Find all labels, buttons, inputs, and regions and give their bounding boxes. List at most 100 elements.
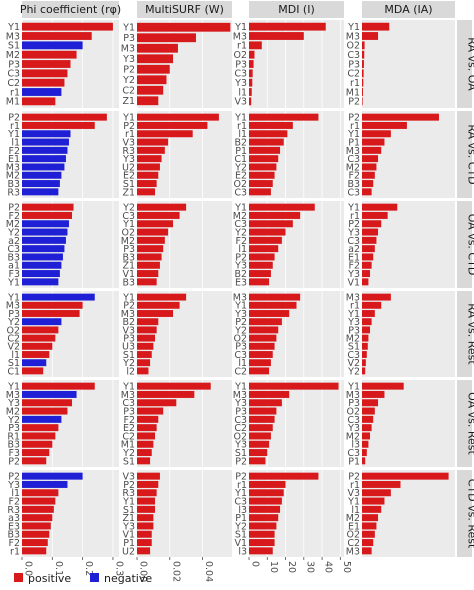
category-label: M2 <box>6 406 20 417</box>
bar-M2 <box>249 211 301 219</box>
bar-r1 <box>249 121 293 129</box>
category-label: r1 <box>10 87 20 98</box>
category-label: F2 <box>8 538 20 549</box>
bar-M3 <box>362 32 379 40</box>
bar-Y3 <box>249 399 282 407</box>
category-label: S1 <box>8 358 20 369</box>
category-label: E2 <box>123 423 135 434</box>
category-label: P1 <box>348 137 360 148</box>
category-label: Y3 <box>234 398 247 409</box>
category-label: Y1 <box>347 22 360 33</box>
category-label: U2 <box>122 546 135 557</box>
category-label: Y1 <box>234 22 247 33</box>
bar-P3 <box>137 245 164 253</box>
category-label: Y1 <box>122 496 135 507</box>
x-tick-label: 30 <box>304 561 315 573</box>
category-label: r1 <box>237 480 247 491</box>
category-label: R1 <box>7 431 20 442</box>
bar-Y1 <box>362 310 375 317</box>
category-label: P3 <box>8 423 20 434</box>
category-label: E2 <box>123 171 135 182</box>
category-label: Y3 <box>347 269 360 280</box>
bar-P3 <box>362 60 364 68</box>
category-label: l3 <box>238 505 247 516</box>
bar-Y1 <box>249 203 315 211</box>
category-label: E1 <box>348 521 360 532</box>
bar-F2 <box>137 415 159 423</box>
bar-B3 <box>22 530 50 538</box>
category-label: l1 <box>238 129 247 140</box>
category-label: C2 <box>7 78 20 89</box>
category-label: l3 <box>238 546 247 557</box>
bar-r1 <box>249 41 262 50</box>
category-label: E3 <box>235 277 247 288</box>
bar-M2 <box>22 407 68 415</box>
category-label: P2 <box>123 121 135 132</box>
bar-C2 <box>249 367 270 375</box>
category-label: M3 <box>121 44 135 55</box>
bar-F2 <box>362 171 375 179</box>
category-label: Y1 <box>234 301 247 312</box>
category-label: l1 <box>11 488 20 499</box>
bar-O2 <box>249 432 271 440</box>
category-label: P1 <box>235 513 247 524</box>
x-tick-label: 0 <box>250 561 261 567</box>
bar-Y3 <box>249 261 273 269</box>
category-label: Y3 <box>122 54 135 65</box>
category-label: C3 <box>347 154 360 165</box>
category-label: U3 <box>122 342 135 353</box>
column-strip-2 <box>249 1 344 18</box>
category-label: O2 <box>233 179 247 190</box>
bar-Y2 <box>137 203 187 211</box>
bar-Y3 <box>137 522 154 530</box>
category-label: Y1 <box>122 113 135 124</box>
bar-Y3 <box>362 424 372 432</box>
category-label: V3 <box>122 137 135 148</box>
bar-P3 <box>137 407 164 415</box>
bar-C2 <box>362 69 364 78</box>
category-label: B2 <box>234 269 247 280</box>
bar-C2 <box>137 432 156 440</box>
category-label: B3 <box>122 252 135 263</box>
category-label: M3 <box>121 390 135 401</box>
category-label: V3 <box>122 325 135 336</box>
bar-l3 <box>362 440 369 448</box>
category-label: M3 <box>233 293 247 304</box>
category-label: F3 <box>8 269 20 280</box>
category-label: Y2 <box>122 75 135 86</box>
category-label: U2 <box>122 162 135 173</box>
category-label: S1 <box>235 530 247 541</box>
category-label: B2 <box>122 317 135 328</box>
bar-V2 <box>362 359 366 367</box>
category-label: M2 <box>346 334 360 345</box>
category-label: Y2 <box>122 203 135 214</box>
category-label: M3 <box>6 390 20 401</box>
row-strip-3 <box>457 291 472 377</box>
bar-r1 <box>362 121 407 129</box>
category-label: P3 <box>235 59 247 70</box>
bar-Y1 <box>362 130 391 138</box>
bar-Y3 <box>249 78 253 87</box>
bar-r1 <box>22 88 62 96</box>
category-label: Y1 <box>7 129 20 140</box>
category-label: M3 <box>346 146 360 157</box>
bar-M3 <box>22 301 83 309</box>
bar-Y2 <box>137 449 152 457</box>
category-label: a2 <box>8 236 20 247</box>
category-label: l1 <box>351 505 360 516</box>
bar-l1 <box>22 489 59 497</box>
bar-P2 <box>137 121 208 129</box>
row-strip-label-1: RA vs. CTD <box>466 124 474 184</box>
bar-r1 <box>137 130 193 138</box>
category-label: C3 <box>234 415 247 426</box>
category-label: P2 <box>235 472 247 483</box>
bar-P3 <box>137 33 196 43</box>
category-label: P2 <box>348 113 360 124</box>
category-label: P3 <box>348 398 360 409</box>
bar-P3 <box>22 60 71 68</box>
category-label: F3 <box>8 448 20 459</box>
